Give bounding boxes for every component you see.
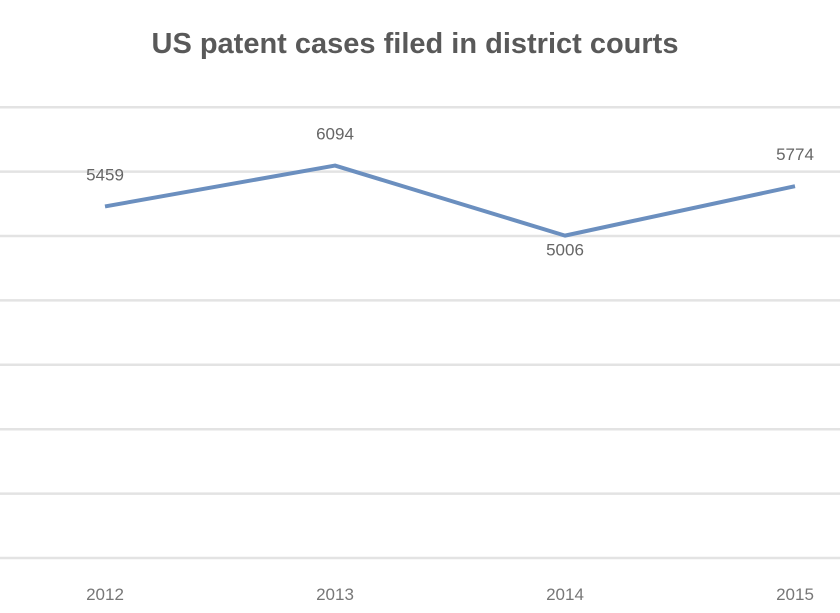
series-line (105, 166, 795, 236)
data-label: 5459 (86, 165, 124, 184)
x-tick-label: 2014 (546, 585, 584, 604)
x-tick-label: 2013 (316, 585, 354, 604)
x-tick-label: 2015 (776, 585, 814, 604)
data-label: 6094 (316, 125, 354, 144)
data-label: 5774 (776, 145, 814, 164)
x-tick-label: 2012 (86, 585, 124, 604)
data-label: 5006 (546, 241, 584, 260)
